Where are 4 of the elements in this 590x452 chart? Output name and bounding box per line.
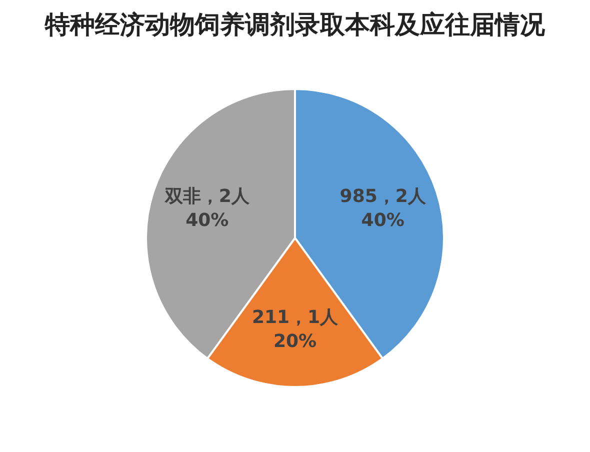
slice-label: 双非，2人 40%: [164, 186, 250, 232]
slice-label: 211，1人 20%: [252, 307, 340, 352]
chart-title: 特种经济动物饲养调剂录取本科及应往届情况: [44, 9, 546, 41]
slice-label: 985，2人 40%: [340, 186, 427, 232]
